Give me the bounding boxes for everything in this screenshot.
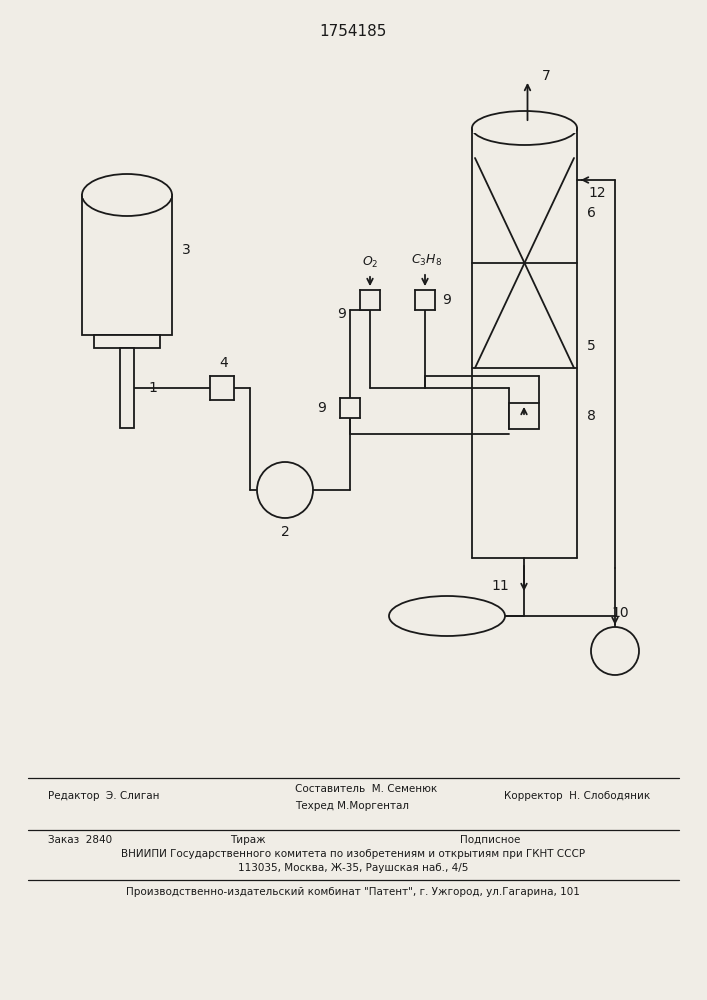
- Text: Тираж: Тираж: [230, 835, 266, 845]
- Bar: [340, 398, 360, 418]
- Text: 10: 10: [611, 606, 629, 620]
- Ellipse shape: [389, 596, 505, 636]
- Text: 12: 12: [588, 186, 606, 200]
- Text: $C_3H_8$: $C_3H_8$: [411, 252, 443, 268]
- Text: 6: 6: [587, 206, 595, 220]
- Text: $O_2$: $O_2$: [362, 254, 378, 270]
- Text: 5: 5: [587, 339, 595, 353]
- Ellipse shape: [82, 174, 172, 216]
- Text: ВНИИПИ Государственного комитета по изобретениям и открытиям при ГКНТ СССР: ВНИИПИ Государственного комитета по изоб…: [121, 849, 585, 859]
- Ellipse shape: [472, 111, 577, 145]
- Bar: [473, 128, 576, 133]
- Text: Техред М.Моргентал: Техред М.Моргентал: [295, 801, 409, 811]
- Text: 9: 9: [443, 293, 452, 307]
- Bar: [360, 290, 380, 310]
- Bar: [210, 376, 234, 400]
- Text: Корректор  Н. Слободяник: Корректор Н. Слободяник: [504, 791, 650, 801]
- Text: 9: 9: [317, 401, 327, 415]
- Text: 8: 8: [587, 409, 595, 423]
- Bar: [82, 195, 172, 335]
- Text: Подписное: Подписное: [460, 835, 520, 845]
- Text: 1754185: 1754185: [320, 24, 387, 39]
- Text: Заказ  2840: Заказ 2840: [48, 835, 112, 845]
- Bar: [120, 348, 134, 428]
- Bar: [415, 290, 435, 310]
- Circle shape: [257, 462, 313, 518]
- Text: Составитель  М. Семенюк: Составитель М. Семенюк: [295, 784, 437, 794]
- Text: 7: 7: [542, 69, 551, 83]
- Text: 4: 4: [220, 356, 228, 370]
- Text: 113035, Москва, Ж-35, Раушская наб., 4/5: 113035, Москва, Ж-35, Раушская наб., 4/5: [238, 863, 468, 873]
- Text: 2: 2: [281, 525, 289, 539]
- Text: 9: 9: [337, 307, 346, 321]
- Bar: [94, 335, 160, 348]
- Text: 11: 11: [491, 579, 509, 593]
- Text: Производственно-издательский комбинат "Патент", г. Ужгород, ул.Гагарина, 101: Производственно-издательский комбинат "П…: [126, 887, 580, 897]
- Text: 3: 3: [182, 243, 190, 257]
- Text: 1: 1: [148, 381, 158, 395]
- Text: Редактор  Э. Слиган: Редактор Э. Слиган: [48, 791, 160, 801]
- Bar: [509, 403, 539, 429]
- Bar: [83, 195, 171, 198]
- Circle shape: [591, 627, 639, 675]
